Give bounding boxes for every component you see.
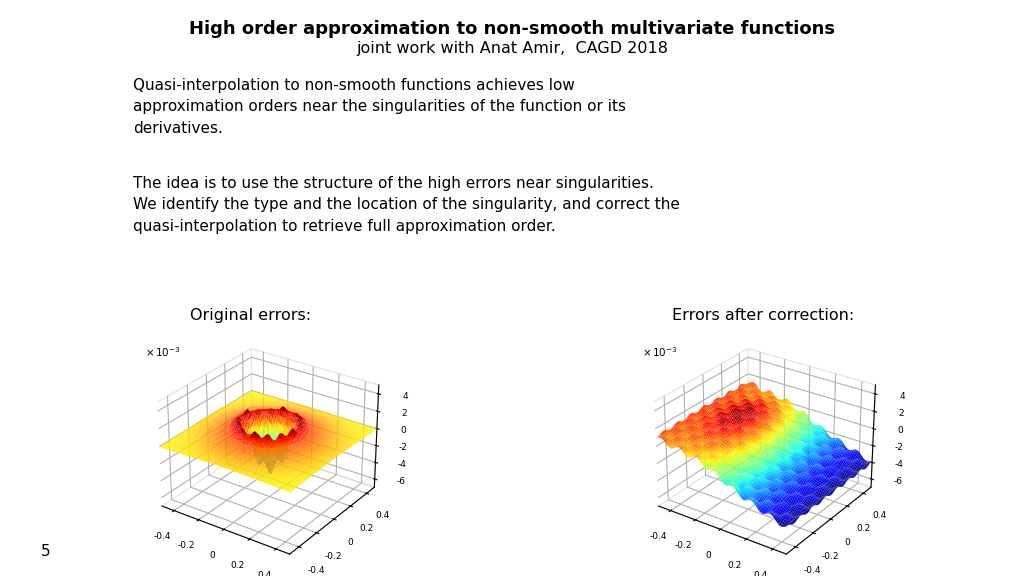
Text: Quasi-interpolation to non-smooth functions achieves low
approximation orders ne: Quasi-interpolation to non-smooth functi… bbox=[133, 78, 626, 136]
Text: High order approximation to non-smooth multivariate functions: High order approximation to non-smooth m… bbox=[189, 20, 835, 38]
Text: $\times\,10^{-3}$: $\times\,10^{-3}$ bbox=[145, 346, 181, 359]
Text: joint work with Anat Amir,  CAGD 2018: joint work with Anat Amir, CAGD 2018 bbox=[356, 41, 668, 56]
Text: $\times\,10^{-3}$: $\times\,10^{-3}$ bbox=[642, 346, 678, 359]
Text: Errors after correction:: Errors after correction: bbox=[672, 308, 854, 323]
Text: The idea is to use the structure of the high errors near singularities.
We ident: The idea is to use the structure of the … bbox=[133, 176, 680, 234]
Text: 5: 5 bbox=[41, 544, 50, 559]
Text: Original errors:: Original errors: bbox=[190, 308, 311, 323]
